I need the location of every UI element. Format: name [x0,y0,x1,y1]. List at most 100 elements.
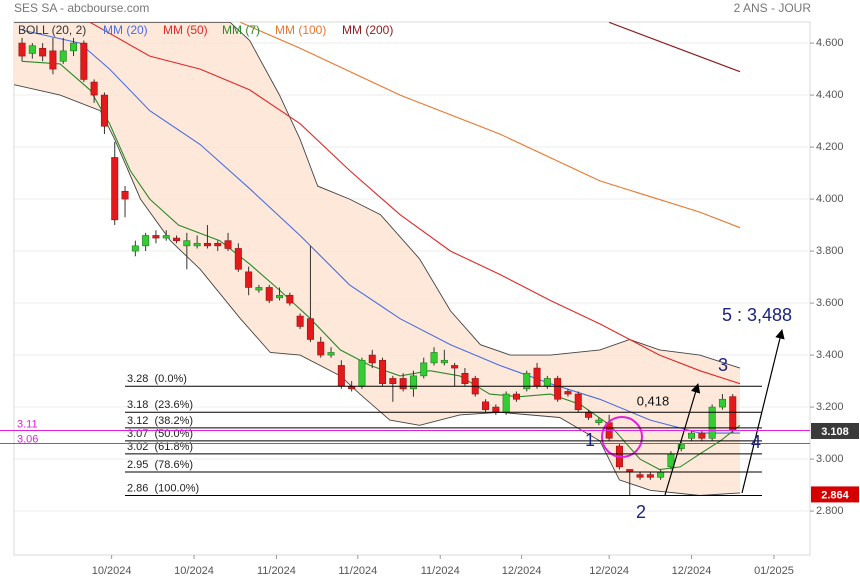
x-tick-label: 12/2024 [672,565,712,577]
candle-body [718,398,726,408]
period-label: 2 ANS - JOUR [734,1,812,15]
level-label: 3.06 [17,433,38,445]
candle-body [502,393,510,413]
legend-entry: MM (50) [163,23,208,37]
chart-title: SES SA - abcbourse.com [14,1,149,15]
candle-body [595,419,603,423]
candle-body [389,378,397,384]
candle-body [708,406,716,439]
legend-entry: MM (7) [222,23,260,37]
candle-body [585,411,593,418]
candle-body [18,42,26,57]
fib-label: 3.02 (61.8%) [127,441,193,453]
candle-body [533,367,541,387]
candle-body [451,365,459,369]
candle-body [224,240,232,249]
candle-body [440,359,448,364]
y-tick-label: 4.000 [816,193,844,205]
ma-line [89,22,741,385]
candle-body [574,393,582,410]
x-tick-label: 11/2024 [257,565,296,577]
x-tick-label: 10/2024 [92,565,132,577]
candle-body [214,242,222,247]
candle-body [461,372,469,384]
highlight-circle [601,416,643,458]
candle-body [276,294,284,299]
candle-body [100,94,108,127]
price-tag-label: 2.864 [821,489,849,501]
candle-body [142,235,150,247]
annotation: 3 [718,355,728,375]
candle-body [183,240,191,247]
candle-body [657,471,665,478]
bollinger-fill [14,22,740,496]
candle-body [234,248,242,270]
candle-body [523,372,531,390]
x-tick-label: 11/2024 [338,565,377,577]
candle-body [512,393,520,400]
ma-line [21,29,740,434]
candle-body [70,42,78,52]
ma-line [21,60,741,471]
candle-body [90,81,98,96]
legend-entry: MM (100) [275,23,326,37]
x-tick-label: 01/2025 [754,565,794,577]
price-tag [811,422,859,439]
y-tick-label: 4.400 [816,89,844,101]
candle-body [162,235,170,239]
ma-line [608,22,741,73]
annotation: 0,418 [637,393,670,408]
bollinger-upper [14,22,741,369]
x-tick-label: 12/2024 [589,565,629,577]
ma-line [240,22,741,229]
candle-body [667,453,675,468]
candle-body [543,378,551,387]
legend-entry: BOLL (20, 2) [18,23,86,37]
candle-body [49,50,57,70]
candle-body [296,315,304,327]
y-tick-label: 3.000 [816,453,844,465]
candle-body [173,237,181,241]
candle-body [80,42,88,80]
legend-entry: MM (200) [342,23,393,37]
fib-label: 3.18 (23.6%) [127,399,193,411]
plot-layer [14,22,810,512]
candle-body [265,287,273,301]
bollinger-lower [14,84,741,496]
candle-body [39,47,47,57]
candle-body [327,352,335,356]
fib-label: 2.95 (78.6%) [127,459,193,471]
candle-body [368,354,376,364]
candle-body [111,157,119,221]
candle-body [399,378,407,390]
arrow [664,383,701,496]
annotation: 1 [585,430,595,450]
annotation: 2 [636,502,646,522]
x-tick-label: 10/2024 [174,565,214,577]
arrow [741,329,785,494]
price-tag [811,486,859,503]
candle-body [152,235,160,239]
fib-label: 2.86 (100.0%) [127,482,199,494]
price-tag-label: 3.108 [821,426,849,438]
candle-body [317,341,325,356]
x-tick-label: 12/2024 [502,565,542,577]
candle-body [337,365,345,387]
plot-frame [13,21,811,556]
y-tick-label: 3.600 [816,297,844,309]
annotation: 5 : 3,488 [722,305,792,325]
y-tick-label: 4.200 [816,141,844,153]
candle-body [28,45,36,54]
candle-body [286,294,294,304]
fib-label: 3.12 (38.2%) [127,415,193,427]
fib-label: 3.07 (50.0%) [127,428,193,440]
candle-body [430,352,438,364]
candle-body [245,271,253,288]
candle-body [646,474,654,478]
candle-body [358,359,366,387]
candle-body [131,245,139,252]
candle-body [59,50,67,62]
fib-label: 3.28 (0.0%) [127,373,187,385]
candle-body [482,401,490,410]
